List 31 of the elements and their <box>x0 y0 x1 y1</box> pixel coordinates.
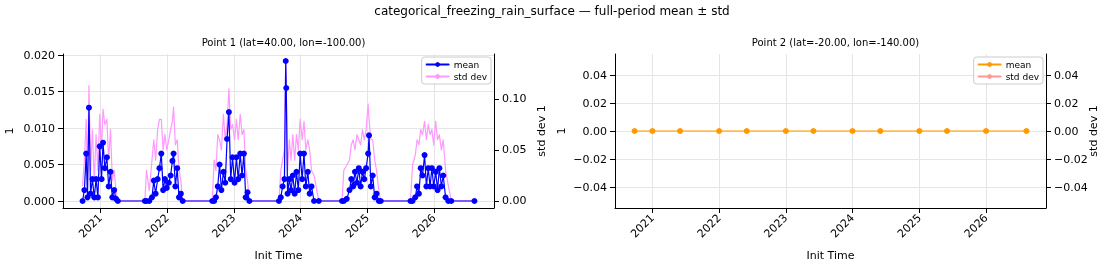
y-tick-label: 0.04 <box>582 68 607 82</box>
y2-tick-label: 0.10 <box>502 92 527 106</box>
chart-title: Point 2 (lat=-20.00, lon=-140.00) <box>751 36 920 48</box>
y-tick-label: 0.010 <box>23 121 55 135</box>
y2-tick-label: 0.04 <box>1054 68 1079 82</box>
y2-tick-label: 0.02 <box>1054 96 1079 110</box>
y2-tick-label: 0.00 <box>502 194 527 208</box>
legend-label: std dev <box>1005 71 1040 82</box>
text: categorical_freezing_rain_surface — full-period mean ± std <box>373 4 731 18</box>
y2-tick-label: −0.02 <box>1054 152 1088 166</box>
y2-tick-label: −0.04 <box>1054 180 1088 194</box>
y-tick-label: −0.02 <box>573 152 607 166</box>
y-axis-title: 1 <box>3 127 16 135</box>
y2-tick-label: 0.00 <box>1054 124 1079 138</box>
legend-label: std dev <box>453 71 488 82</box>
legend-label: mean <box>453 59 480 70</box>
y2-axis-title: std dev 1 <box>1087 105 1100 157</box>
y-tick-label: 0.015 <box>23 85 55 99</box>
y-axis-title: 1 <box>555 127 568 135</box>
y2-axis-title: std dev 1 <box>535 105 548 157</box>
y-tick-label: 0.00 <box>582 124 607 138</box>
x-axis-title: Init Time <box>254 249 303 262</box>
chart-title: Point 1 (lat=40.00, lon=-100.00) <box>201 36 366 48</box>
x-axis-title: Init Time <box>806 249 855 262</box>
y-tick-label: 0.000 <box>23 194 55 208</box>
y-tick-label: 0.005 <box>23 158 55 172</box>
y-tick-label: −0.04 <box>573 180 607 194</box>
y-tick-label: 0.02 <box>582 96 607 110</box>
legend-label: mean <box>1005 59 1032 70</box>
y-tick-label: 0.020 <box>23 48 55 62</box>
y2-tick-label: 0.05 <box>502 143 527 157</box>
